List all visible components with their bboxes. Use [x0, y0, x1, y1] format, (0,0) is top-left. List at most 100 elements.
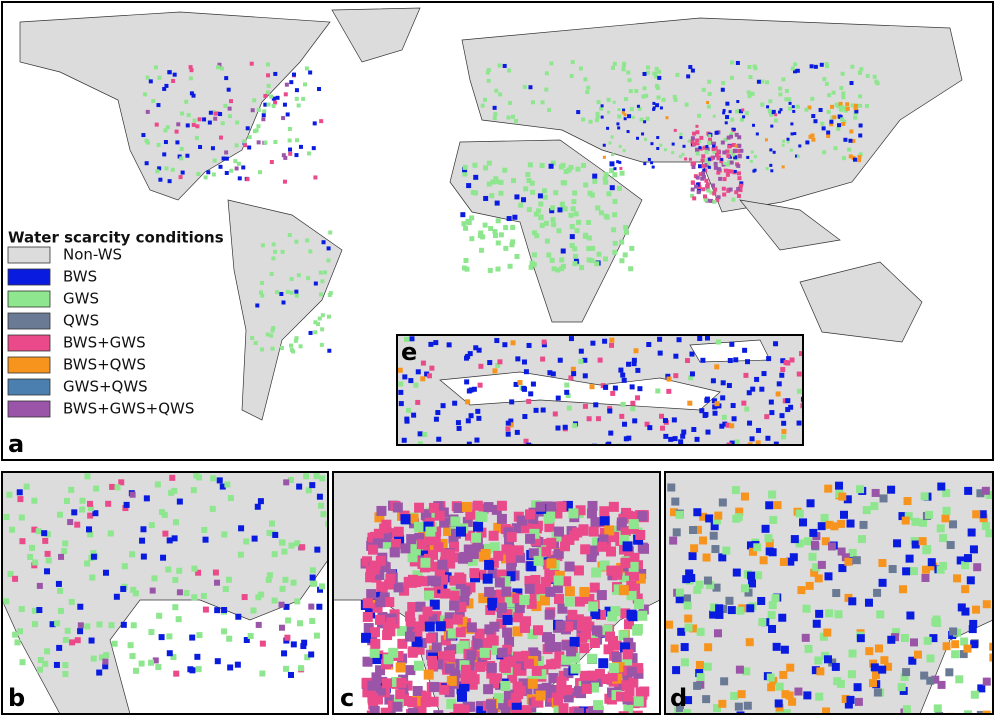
- cell: [748, 579, 757, 588]
- cell: [279, 539, 286, 546]
- cell: [765, 167, 769, 171]
- cell: [366, 589, 377, 600]
- cell: [725, 149, 730, 154]
- cell: [327, 348, 332, 353]
- cell: [589, 384, 595, 390]
- cell: [214, 658, 221, 665]
- cell: [489, 193, 495, 199]
- cell: [853, 115, 858, 120]
- cell: [176, 498, 183, 505]
- cell: [392, 502, 403, 513]
- cell: [328, 291, 333, 296]
- cell: [18, 514, 25, 521]
- cell: [540, 356, 546, 362]
- cell: [682, 594, 691, 603]
- cell: [599, 560, 610, 571]
- cell: [31, 621, 38, 628]
- cell: [759, 556, 768, 565]
- cell: [832, 589, 841, 598]
- cell: [254, 503, 261, 510]
- cell: [198, 145, 203, 150]
- cell: [318, 502, 325, 509]
- cell: [514, 194, 520, 200]
- cell: [479, 647, 490, 658]
- cell: [733, 357, 739, 363]
- cell: [685, 569, 694, 578]
- cell: [281, 116, 286, 121]
- cell: [684, 696, 693, 705]
- cell: [369, 705, 380, 714]
- cell: [878, 559, 887, 568]
- cell: [483, 502, 494, 513]
- cell: [723, 137, 728, 142]
- cell: [585, 89, 590, 94]
- cell: [737, 690, 746, 699]
- cell: [517, 379, 523, 385]
- cell: [389, 547, 400, 558]
- cell: [847, 670, 856, 679]
- cell: [379, 523, 390, 534]
- cell: [703, 662, 712, 671]
- cell: [599, 106, 604, 111]
- cell: [102, 663, 109, 670]
- cell: [222, 586, 229, 593]
- cell: [859, 520, 868, 529]
- cell: [546, 537, 557, 548]
- cell: [961, 561, 970, 570]
- cell: [586, 653, 597, 664]
- cell: [392, 701, 403, 712]
- cell: [643, 162, 647, 166]
- cell: [490, 179, 496, 185]
- cell: [616, 122, 620, 126]
- cell: [510, 224, 516, 230]
- cell: [452, 552, 463, 563]
- cell: [747, 442, 753, 445]
- cell: [589, 582, 600, 593]
- cell: [518, 202, 524, 208]
- cell: [156, 142, 161, 147]
- cell: [612, 569, 623, 580]
- cell: [236, 161, 241, 166]
- cell: [469, 568, 480, 579]
- cell: [281, 650, 288, 657]
- cell: [514, 253, 520, 259]
- cell: [704, 335, 710, 341]
- cell: [612, 240, 618, 246]
- cell: [720, 157, 724, 161]
- cell: [836, 126, 841, 131]
- cell: [780, 366, 786, 372]
- cell: [195, 124, 200, 129]
- cell: [697, 185, 702, 190]
- cell: [544, 641, 555, 652]
- cell: [412, 629, 423, 640]
- cell: [925, 510, 934, 519]
- cell: [250, 108, 255, 113]
- cell: [736, 171, 741, 176]
- cell: [572, 246, 578, 252]
- cell: [308, 330, 313, 335]
- cell: [893, 539, 902, 548]
- cell: [730, 691, 739, 700]
- cell: [811, 137, 816, 142]
- cell: [772, 150, 776, 154]
- cell: [782, 398, 788, 404]
- cell: [482, 573, 493, 584]
- cell: [579, 670, 590, 681]
- cell: [364, 686, 375, 697]
- cell: [431, 642, 442, 653]
- cell: [123, 501, 130, 508]
- cell: [143, 92, 148, 97]
- cell: [229, 99, 234, 104]
- cell: [657, 69, 662, 74]
- cell: [848, 649, 857, 658]
- cell: [294, 96, 299, 101]
- cell: [495, 266, 501, 272]
- cell: [269, 271, 274, 276]
- cell: [561, 576, 572, 587]
- cell: [587, 500, 598, 511]
- cell: [618, 711, 629, 714]
- cell: [900, 633, 909, 642]
- cell: [746, 390, 752, 396]
- cell: [527, 678, 538, 689]
- cell: [196, 632, 203, 639]
